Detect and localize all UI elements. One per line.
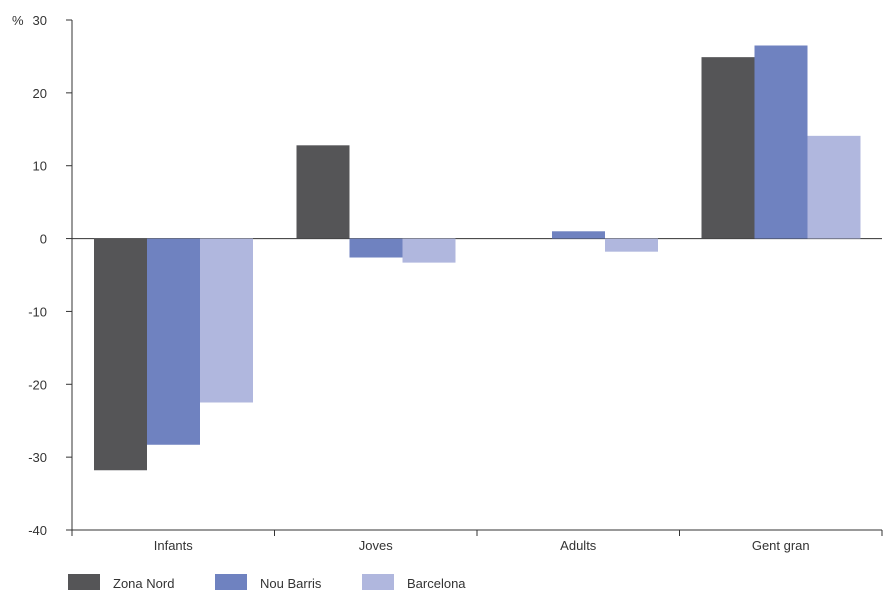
bar-nou-barris-joves bbox=[349, 238, 403, 258]
bar-zona-nord-gent-gran bbox=[701, 57, 755, 239]
y-tick-label: -10 bbox=[28, 304, 47, 319]
bar-barcelona-adults bbox=[605, 238, 658, 252]
bar-zona-nord-infants bbox=[94, 238, 147, 471]
bar-nou-barris-adults bbox=[552, 231, 605, 239]
x-category-label: Joves bbox=[359, 538, 393, 553]
labels: -40 -30 -20 -10 0 10 20 30% Infants Joves Adults Ge… bbox=[12, 13, 810, 553]
legend-label-barcelona: Barcelona bbox=[407, 576, 466, 591]
bars bbox=[94, 45, 861, 471]
bar-nou-barris-infants bbox=[147, 238, 200, 445]
bar-barcelona-joves bbox=[402, 238, 456, 263]
legend-swatch-barcelona bbox=[362, 574, 394, 590]
legend-label-nou-barris: Nou Barris bbox=[260, 576, 322, 591]
y-tick-label: 20 bbox=[33, 86, 47, 101]
bar-barcelona-gent-gran bbox=[807, 135, 861, 239]
legend: Zona Nord Nou Barris Barcelona bbox=[68, 574, 466, 591]
bar-zona-nord-joves bbox=[296, 145, 350, 239]
y-tick-label: -40 bbox=[28, 523, 47, 538]
legend-swatch-zona-nord bbox=[68, 574, 100, 590]
x-category-label: Gent gran bbox=[752, 538, 810, 553]
x-category-label: Adults bbox=[560, 538, 597, 553]
y-tick-label: -30 bbox=[28, 450, 47, 465]
x-category-label: Infants bbox=[154, 538, 194, 553]
y-unit-label: % bbox=[12, 13, 24, 28]
legend-label-zona-nord: Zona Nord bbox=[113, 576, 174, 591]
y-tick-label: 0 bbox=[40, 232, 47, 247]
bar-barcelona-infants bbox=[200, 238, 253, 403]
y-tick-label: 30 bbox=[33, 13, 47, 28]
y-tick-label: 10 bbox=[33, 159, 47, 174]
y-tick-label: -20 bbox=[28, 377, 47, 392]
bar-nou-barris-gent-gran bbox=[754, 45, 808, 239]
legend-swatch-nou-barris bbox=[215, 574, 247, 590]
